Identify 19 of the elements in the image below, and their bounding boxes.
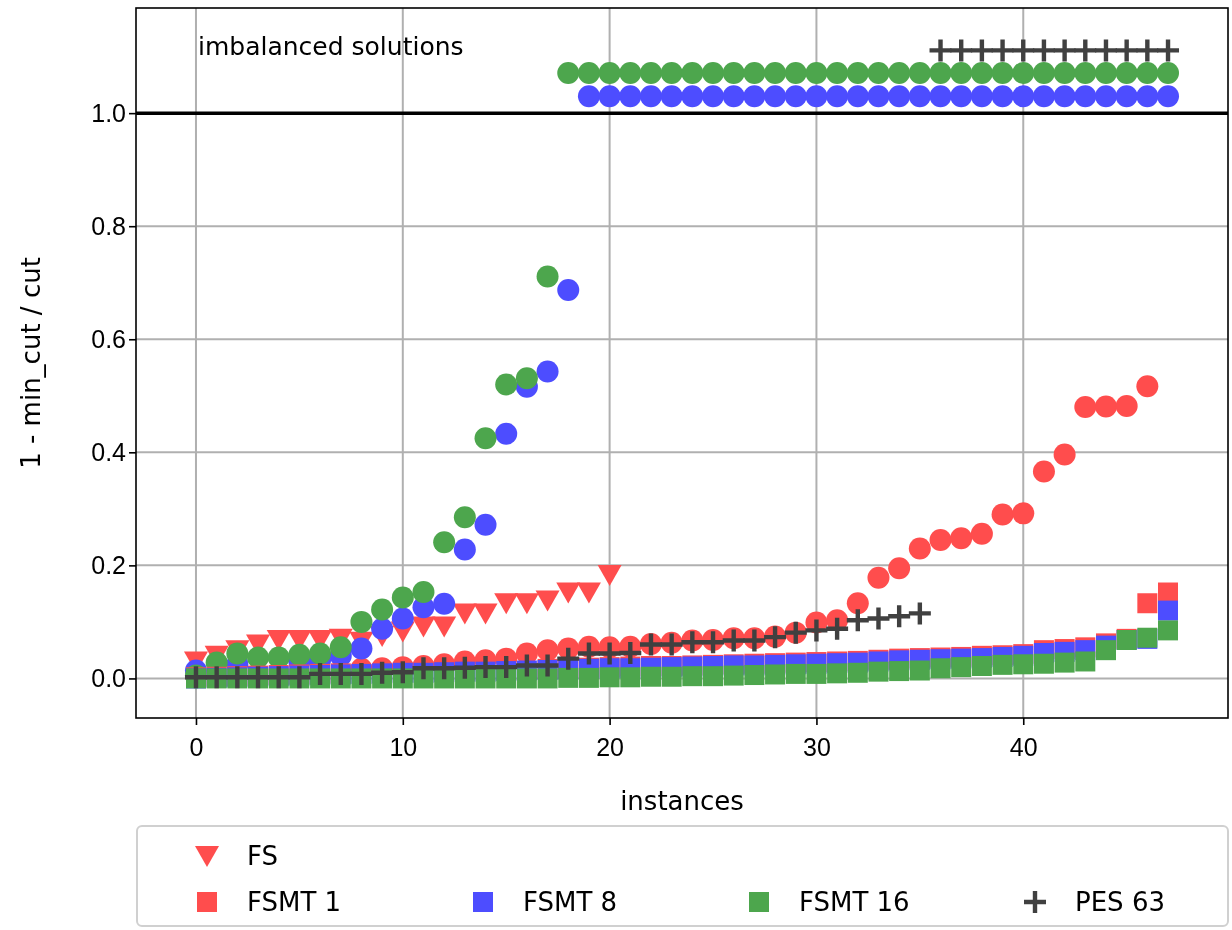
legend-label: PES 63 [1075,887,1165,917]
annotation: imbalanced solutions [198,32,464,61]
x-tick-label: 30 [803,732,831,761]
legend-label: FS [247,841,279,871]
x-tick-label: 0 [189,732,204,761]
y-tick-label: 0.2 [91,550,126,579]
legend-label: FSMT 16 [799,887,910,917]
y-axis-title: 1 - min_cut / cut [16,257,46,469]
legend-label: FSMT 1 [247,887,342,917]
x-tick-label: 20 [596,732,625,761]
x-tick-label: 40 [1009,732,1038,761]
y-tick-label: 0.4 [91,437,127,466]
legend-label: FSMT 8 [523,887,618,917]
y-tick-label: 0.8 [91,211,126,240]
x-axis-title: instances [620,786,744,816]
x-tick-label: 10 [389,732,418,761]
y-tick-label: 1.0 [91,98,126,127]
y-tick-label: 0.6 [91,324,126,353]
y-tick-label: 0.0 [91,663,126,692]
